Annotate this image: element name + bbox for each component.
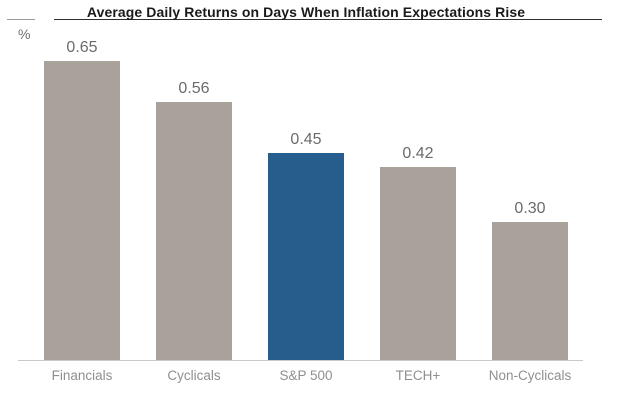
title-underline — [54, 19, 602, 20]
bar-value-label-non-cyclicals: 0.30 — [514, 200, 546, 217]
y-axis-unit-label: % — [18, 26, 31, 42]
bar-financials — [44, 61, 120, 360]
bar-non-cyclicals — [492, 222, 568, 360]
bar-value-label-financials: 0.65 — [66, 39, 98, 56]
bar-cyclicals — [156, 102, 232, 360]
bar-value-label-s-p-500: 0.45 — [290, 131, 322, 148]
bar-value-label-tech: 0.42 — [402, 145, 434, 162]
x-axis-baseline — [18, 360, 583, 361]
corner-rule-line — [7, 19, 35, 20]
category-label-financials: Financials — [51, 368, 113, 383]
category-label-non-cyclicals: Non-Cyclicals — [488, 368, 572, 383]
category-label-s-p-500: S&P 500 — [279, 368, 333, 383]
bar-s-p-500 — [268, 153, 344, 360]
category-label-tech: TECH+ — [395, 368, 441, 383]
bar-tech — [380, 167, 456, 360]
bar-value-label-cyclicals: 0.56 — [178, 80, 210, 97]
category-label-cyclicals: Cyclicals — [167, 368, 221, 383]
chart-title: Average Daily Returns on Days When Infla… — [86, 4, 526, 20]
